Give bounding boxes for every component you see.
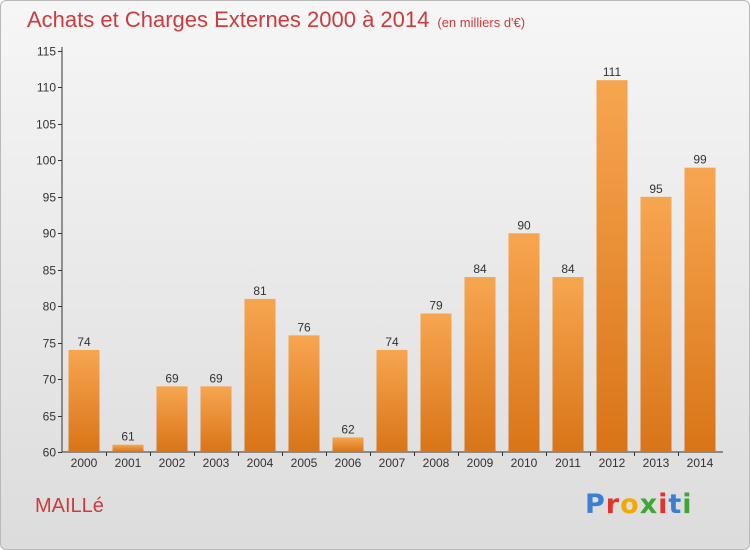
data-label: 90	[517, 218, 531, 232]
data-label: 69	[165, 371, 179, 385]
y-tick-label: 60	[43, 446, 57, 460]
data-label: 76	[297, 320, 311, 334]
bar	[640, 196, 672, 452]
x-tick-label: 2011	[555, 456, 581, 470]
x-tick-label: 2006	[335, 456, 362, 470]
y-tick-label: 115	[37, 45, 56, 59]
y-tick-label: 95	[43, 191, 57, 205]
bar	[596, 80, 628, 452]
logo-letter: r	[605, 489, 621, 520]
x-tick-label: 2004	[247, 456, 274, 470]
chart-title: Achats et Charges Externes 2000 à 2014 (e…	[27, 7, 525, 33]
x-tick-label: 2000	[71, 456, 98, 470]
logo-letter: t	[668, 489, 683, 520]
data-label: 84	[561, 262, 575, 276]
y-tick-label: 70	[43, 373, 57, 387]
chart-title-text: Achats et Charges Externes 2000 à 2014	[27, 7, 430, 32]
bar	[112, 444, 144, 452]
y-tick-label: 65	[43, 410, 57, 424]
chart-unit: (en milliers d'€)	[437, 15, 526, 30]
x-tick-label: 2003	[203, 456, 230, 470]
y-tick-label: 105	[36, 118, 56, 132]
logo-letter: i	[682, 489, 693, 520]
axes: 60 65 70 75 80 85 90 95 100 105 110 115 2000 2001 2002…	[36, 45, 723, 470]
logo-letter: x	[639, 489, 659, 520]
y-tick-label: 85	[43, 264, 57, 278]
logo-letter: o	[620, 489, 640, 520]
data-label: 74	[77, 335, 91, 349]
bar	[200, 386, 232, 452]
data-label: 61	[121, 430, 135, 444]
data-label: 74	[385, 335, 399, 349]
bar	[332, 437, 364, 452]
bar	[244, 298, 276, 452]
bar	[420, 313, 452, 452]
y-tick-label: 100	[36, 154, 56, 168]
bar	[684, 167, 716, 452]
proxiti-logo: Proxiti	[585, 489, 693, 520]
value-labels: 74 61 69 69 81 76 62 74 79 84 90 84 111 95 99	[77, 65, 707, 444]
y-tick-label: 80	[43, 300, 57, 314]
y-tick-label: 110	[37, 81, 56, 95]
data-label: 81	[253, 284, 267, 298]
bar	[68, 349, 100, 452]
data-label: 111	[603, 65, 622, 79]
town-name: MAILLé	[35, 495, 104, 517]
bar	[464, 277, 496, 452]
y-tick-label: 90	[43, 227, 57, 241]
data-label: 99	[693, 153, 707, 167]
x-tick-label: 2002	[159, 456, 186, 470]
x-tick-label: 2008	[423, 456, 450, 470]
x-tick-label: 2012	[599, 456, 626, 470]
bar	[288, 335, 320, 452]
bar	[156, 386, 188, 452]
x-tick-label: 2013	[643, 456, 670, 470]
logo-letter: P	[585, 489, 606, 520]
x-tick-label: 2014	[687, 456, 714, 470]
data-label: 69	[209, 371, 223, 385]
x-tick-label: 2007	[379, 456, 406, 470]
logo-letter: i	[658, 489, 669, 520]
bar	[376, 349, 408, 452]
x-tick-label: 2001	[115, 456, 142, 470]
data-label: 84	[473, 262, 487, 276]
data-label: 79	[429, 298, 443, 312]
bars	[68, 80, 716, 452]
data-label: 95	[649, 182, 663, 196]
data-label: 62	[341, 422, 355, 436]
bar	[552, 277, 584, 452]
y-tick-label: 75	[43, 337, 57, 351]
x-tick-label: 2005	[291, 456, 318, 470]
x-tick-label: 2009	[467, 456, 494, 470]
bar	[508, 233, 540, 452]
x-tick-label: 2010	[511, 456, 538, 470]
